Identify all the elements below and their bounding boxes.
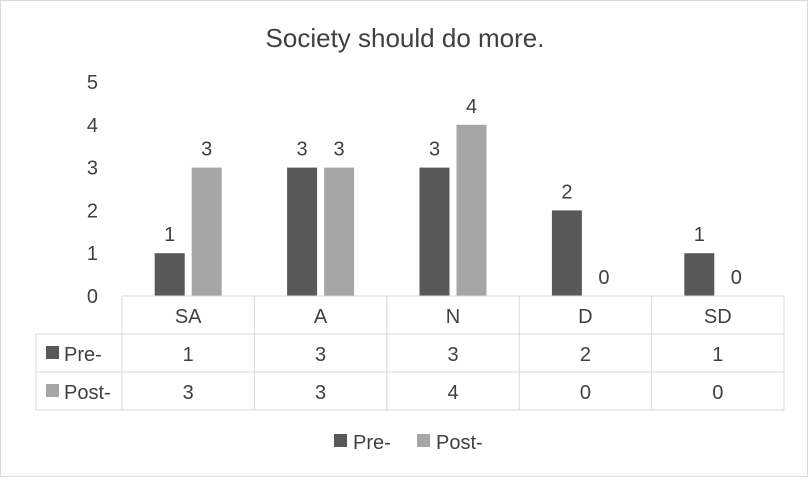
chart-title: Society should do more. [266, 23, 545, 53]
table-cell: 3 [447, 344, 458, 366]
bar-pre [419, 167, 450, 296]
table-cell: 3 [183, 382, 194, 404]
data-label: 3 [334, 139, 345, 161]
category-label: SD [704, 306, 732, 328]
legend-label: Pre- [353, 432, 391, 454]
data-label: 0 [731, 267, 742, 289]
legend-label: Post- [436, 432, 483, 454]
category-label: A [314, 306, 328, 328]
data-label: 3 [201, 139, 212, 161]
category-label: N [446, 306, 460, 328]
y-tick-label: 1 [87, 243, 98, 265]
y-tick-label: 2 [87, 200, 98, 222]
data-label: 1 [164, 224, 175, 246]
data-labels: 1 3 3 3 3 4 2 0 1 0 [164, 96, 742, 289]
table-cell: 0 [712, 382, 723, 404]
table-cell: 1 [183, 344, 194, 366]
y-tick-label: 4 [87, 115, 98, 137]
bar-pre [684, 253, 715, 296]
category-label: SA [175, 306, 202, 328]
data-label: 3 [297, 139, 308, 161]
data-table: SA A N D SD Pre- 1 3 3 2 1 Post- 3 3 4 0 0 [35, 295, 785, 411]
bar-post [324, 167, 355, 296]
bar-pre [154, 253, 185, 296]
y-tick-label: 0 [87, 286, 98, 308]
data-label: 4 [466, 96, 477, 118]
data-label: 3 [429, 139, 440, 161]
table-series-label: Post- [64, 382, 111, 404]
table-series-label: Pre- [64, 344, 102, 366]
table-cell: 1 [712, 344, 723, 366]
legend-key [334, 434, 347, 447]
table-cell: 2 [580, 344, 591, 366]
legend-key [417, 434, 430, 447]
table-cell: 3 [315, 344, 326, 366]
table-legend-key [46, 384, 59, 397]
bar-post [456, 124, 487, 296]
table-cell: 3 [315, 382, 326, 404]
data-label: 0 [598, 267, 609, 289]
table-cell: 4 [447, 382, 458, 404]
y-tick-label: 5 [87, 72, 98, 94]
data-label: 1 [694, 224, 705, 246]
table-legend-key [46, 346, 59, 359]
plot-area [154, 124, 715, 296]
table-cell: 0 [580, 382, 591, 404]
y-tick-label: 3 [87, 158, 98, 180]
bar-post [191, 167, 222, 296]
bar-pre [551, 210, 582, 296]
category-label: D [578, 306, 592, 328]
bar-pre [287, 167, 318, 296]
data-label: 2 [561, 181, 572, 203]
legend: Pre- Post- [334, 432, 483, 454]
y-axis: 0 1 2 3 4 5 [87, 72, 98, 308]
